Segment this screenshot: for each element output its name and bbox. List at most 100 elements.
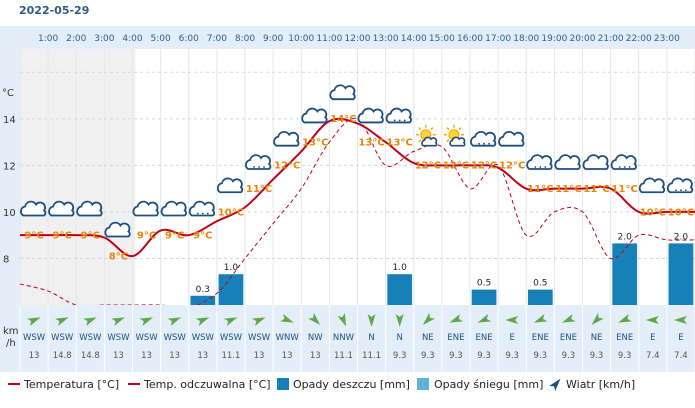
hour-label: 20:00 [570, 34, 596, 44]
hour-label: 3:00 [94, 34, 114, 44]
cloud-rain-icon [610, 154, 637, 170]
rain-drop [398, 119, 401, 122]
precip-bar [387, 274, 413, 305]
cloud-icon [216, 177, 244, 194]
wind-speed: 9.3 [477, 351, 491, 361]
wind-direction: E [678, 333, 683, 343]
precip-bar [527, 289, 553, 305]
wind-speed: 11.1 [334, 351, 353, 361]
wind-direction: N [397, 333, 403, 343]
rain-drop [393, 119, 396, 122]
wind-arrow-icon [251, 317, 266, 326]
wind-speed: 9.3 [618, 351, 632, 361]
precip-label: 2.0 [618, 232, 633, 242]
legend-wind-icon [549, 378, 561, 392]
sun-ray [430, 127, 434, 131]
cloud-shape [610, 154, 637, 170]
cloud-icon [498, 130, 525, 147]
rain-drop [206, 212, 209, 215]
wind-speed: 13 [197, 351, 208, 361]
precip-bar [612, 243, 638, 305]
wind-arrow-shape [223, 317, 238, 326]
cloud-icon [132, 200, 159, 217]
rain-drop [618, 166, 621, 168]
cloud-icon [160, 200, 187, 217]
wind-speed: 7.4 [674, 351, 688, 361]
precip-label: 0.5 [477, 279, 491, 289]
wind-direction: ENE [476, 333, 493, 343]
temp-label: 12°C [499, 161, 525, 172]
cloud-rain-icon [385, 107, 412, 124]
wind-direction: ENE [616, 333, 633, 343]
wind-speed: 9.3 [421, 351, 435, 361]
rain-drop [628, 166, 631, 168]
wind-arrow-shape [83, 317, 97, 326]
feels-like-line [19, 117, 695, 309]
cloud-rain-icon [470, 130, 497, 147]
wind-speed: 14.8 [81, 351, 100, 361]
chart-date: 2022-05-29 [19, 4, 90, 17]
precip-label: 2.0 [674, 232, 689, 242]
small-cloud-icon [421, 136, 438, 147]
wind-direction: NE [422, 333, 434, 343]
y-tick-label: 10 [3, 208, 16, 219]
wind-speed: 14.8 [53, 351, 72, 361]
wind-direction: WSW [79, 333, 102, 343]
wind-speed: 13 [310, 351, 321, 361]
hour-label: 13:00 [373, 34, 399, 44]
temp-label: 13°C [387, 137, 413, 148]
sun-ray [458, 127, 462, 131]
precip-bar [218, 274, 244, 305]
wind-arrow-shape [26, 317, 41, 326]
legend-snow-swatch [417, 378, 429, 390]
cloud-shape [582, 154, 609, 170]
wind-speed: 9.3 [590, 351, 604, 361]
wind-direction: WNW [276, 333, 300, 343]
temp-label: 8°C [109, 251, 128, 262]
wind-direction: NE [591, 333, 603, 343]
cloud-icon [638, 177, 665, 194]
wind-direction: NW [308, 333, 323, 343]
precip-bar [471, 289, 497, 305]
wind-arrow-shape [195, 317, 210, 326]
wind-direction: WSW [135, 333, 158, 343]
temp-label: 11°C [583, 184, 609, 195]
cloud-icon [329, 84, 356, 101]
wind-arrow-shape [367, 314, 376, 327]
wind-direction: WSW [51, 333, 74, 343]
cloud-shape [357, 107, 384, 124]
wind-arrow-shape [55, 317, 69, 326]
wind-arrow-shape [422, 312, 435, 325]
hour-label: 1:00 [38, 34, 58, 44]
cloud-rain-icon [245, 154, 272, 170]
wind-arrow-icon [337, 312, 347, 327]
cloud-rain-icon [188, 200, 215, 217]
legend-rain: Opady deszczu [mm] [293, 378, 410, 391]
wind-unit-label: /h [6, 338, 16, 349]
cloud-shape [132, 200, 159, 217]
cloud-rain-icon [526, 154, 553, 170]
cloud-shape [526, 154, 553, 170]
rain-drop [488, 142, 490, 145]
wind-arrow-icon [111, 317, 125, 326]
wind-arrow-shape [449, 314, 464, 323]
rain-drop [253, 166, 255, 168]
wind-direction: ENE [532, 333, 549, 343]
y-tick-label: 8 [3, 254, 9, 265]
hour-label: 16:00 [457, 34, 483, 44]
wind-speed: 11.1 [221, 351, 240, 361]
sun-ray [446, 139, 450, 143]
wind-arrow-icon [618, 314, 632, 323]
temp-label: 9°C [137, 231, 156, 242]
wind-arrow-icon [367, 314, 376, 327]
wind-arrow-icon [139, 317, 154, 326]
wind-arrow-icon [167, 317, 182, 326]
temp-label: 9°C [24, 231, 43, 242]
wind-direction: ENE [447, 333, 464, 343]
temp-label: 11°C [555, 184, 581, 195]
cloud-shape [554, 154, 581, 170]
wind-arrow-shape [591, 312, 604, 325]
wind-direction: WSW [248, 333, 271, 343]
